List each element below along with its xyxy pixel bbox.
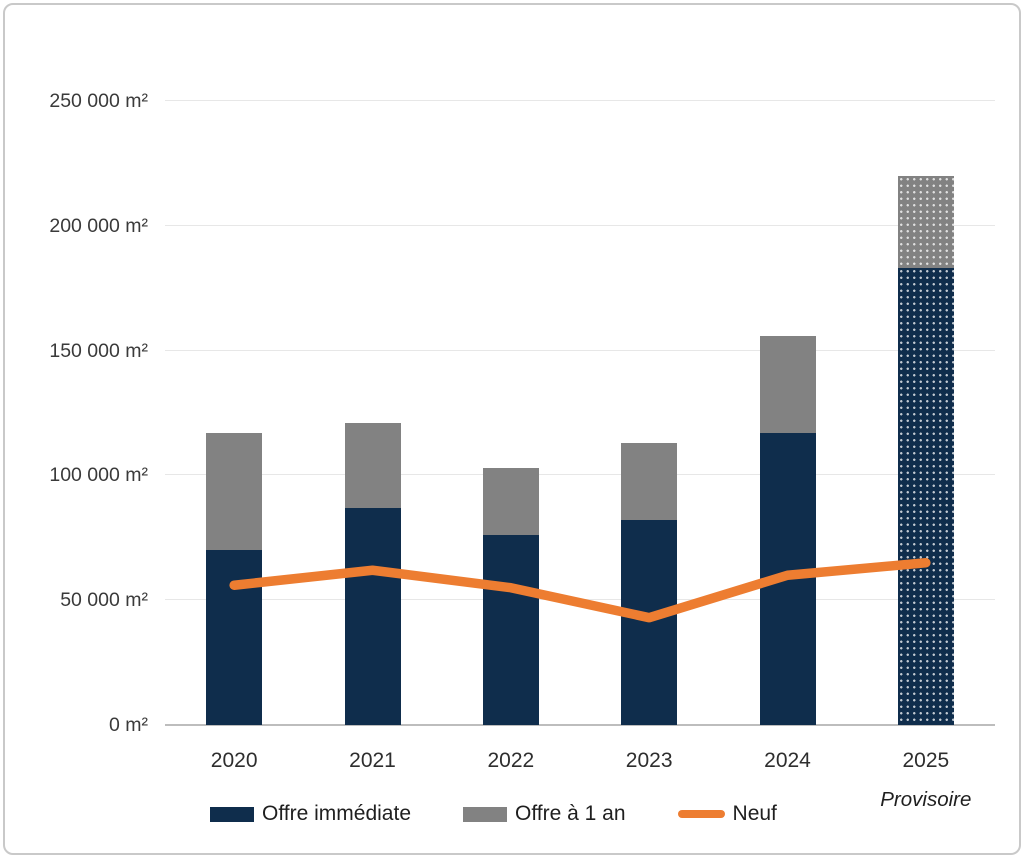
- x-axis-label-2025: 2025: [902, 749, 950, 772]
- chart-frame: 0 m² 50 000 m² 100 000 m² 150 000 m² 200 000…: [3, 3, 1021, 855]
- neuf-line-layer: [229, 558, 931, 623]
- x-axis-label-2021: 2021: [349, 749, 396, 772]
- x-axis-label-2020: 2020: [210, 749, 258, 772]
- legend-label-neuf: Neuf: [732, 802, 777, 825]
- legend-label-offre-immediate: Offre immédiate: [262, 802, 411, 825]
- legend-label-offre-a-1-an: Offre à 1 an: [515, 802, 626, 825]
- gridline: [165, 100, 995, 101]
- bar-segment-offre-1-an-2024: [759, 335, 816, 433]
- gridline: [165, 599, 995, 601]
- gridline: [165, 224, 995, 226]
- bar-segment-offre-imm-diate-2022: [482, 535, 539, 725]
- x-axis-line: [165, 724, 995, 726]
- legend-item-offre-immediate: Offre immédiate: [210, 802, 411, 826]
- legend-item-neuf: Neuf: [677, 802, 777, 826]
- neuf-line: [229, 558, 931, 623]
- provisional-note: Provisoire: [880, 788, 972, 811]
- bar-segment-offre-1-an-2023: [621, 442, 678, 521]
- gridline: [165, 474, 995, 476]
- bar-segment-offre-imm-diate-2025: [897, 268, 954, 725]
- bar-segment-offre-imm-diate-2023: [621, 520, 678, 725]
- y-axis-tick-label: 50 000 m²: [60, 589, 148, 612]
- x-axis-label-2023: 2023: [625, 749, 673, 772]
- y-axis-tick-label: 200 000 m²: [49, 214, 148, 237]
- bar-segment-offre-imm-diate-2024: [759, 432, 816, 725]
- legend: Offre immédiate Offre à 1 an Neuf: [210, 802, 777, 826]
- bar-segment-offre-1-an-2020: [206, 432, 263, 551]
- bar-segment-offre-imm-diate-2021: [344, 507, 401, 725]
- bar-segment-offre-imm-diate-2020: [206, 550, 263, 725]
- x-axis-label-2022: 2022: [487, 749, 535, 772]
- gridline: [165, 349, 995, 351]
- bar-segment-offre-1-an-2021: [344, 422, 401, 508]
- bar-segment-offre-1-an-2022: [482, 467, 539, 536]
- bar-segment-offre-1-an-2025: [897, 175, 954, 269]
- y-axis-tick-label: 100 000 m²: [49, 464, 148, 487]
- y-axis-tick-label: 0 m²: [109, 714, 148, 736]
- y-axis-tick-label: 150 000 m²: [49, 339, 148, 362]
- y-axis-tick-label: 250 000 m²: [49, 90, 148, 112]
- legend-item-offre-a-1-an: Offre à 1 an: [463, 802, 626, 826]
- offre-immediate-swatch: [210, 806, 254, 822]
- x-axis-label-2024: 2024: [764, 749, 811, 772]
- offre-a-1-an-swatch: [463, 806, 507, 822]
- neuf-line-swatch: [677, 810, 725, 818]
